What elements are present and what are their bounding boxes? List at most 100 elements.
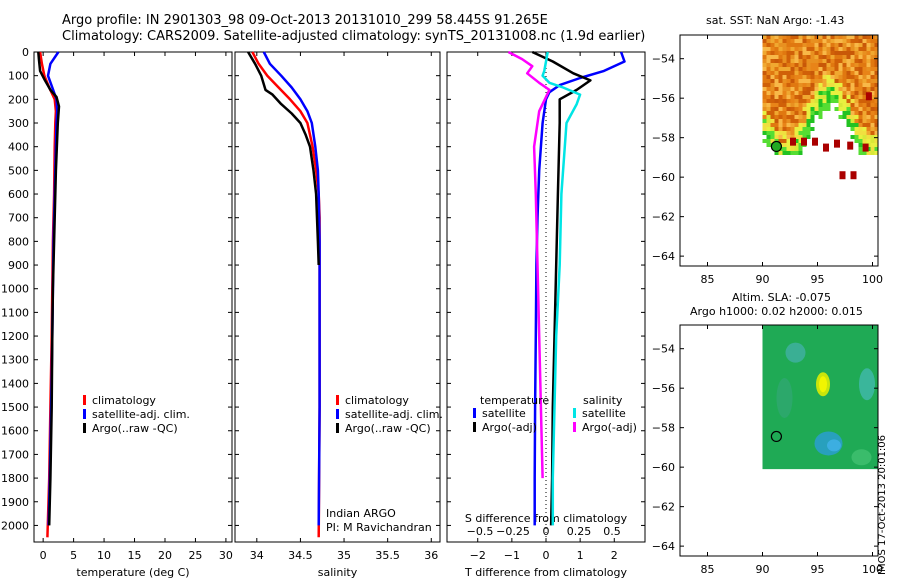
sst-cell: [766, 59, 771, 63]
sst-cell: [874, 123, 879, 127]
sst-cell: [850, 75, 855, 79]
sst-cell: [870, 51, 875, 55]
sst-cell: [802, 111, 807, 115]
sst-cell: [774, 39, 779, 43]
sst-cell: [846, 115, 851, 119]
sst-cell: [858, 147, 863, 151]
y-tick-label: 1200: [1, 330, 29, 343]
sst-cell: [806, 91, 811, 95]
sst-cell: [818, 111, 823, 115]
sst-cell: [826, 107, 831, 111]
sst-cell: [801, 137, 807, 146]
top-x-tick-label: −0.5: [467, 525, 494, 538]
sst-cell: [786, 139, 791, 143]
sst-cell: [866, 99, 871, 103]
sst-cell: [770, 75, 775, 79]
sst-cell: [826, 43, 831, 47]
top-x-tick-label: −0.25: [496, 525, 530, 538]
sst-cell: [774, 71, 779, 75]
legend-swatch: [83, 409, 86, 419]
sst-cell: [774, 67, 779, 71]
sst-cell: [810, 107, 815, 111]
sst-cell: [778, 139, 783, 143]
sst-cell: [782, 143, 787, 147]
sst-cell: [858, 79, 863, 83]
sst-cell: [862, 91, 867, 95]
sst-cell: [822, 47, 827, 51]
sst-cell: [842, 83, 847, 87]
sst-cell: [806, 107, 811, 111]
sst-cell: [798, 39, 803, 43]
sst-cell: [766, 107, 771, 111]
sst-cell: [794, 143, 799, 147]
sst-cell: [862, 59, 867, 63]
sst-cell: [847, 141, 854, 150]
salinity-axes-box: [234, 51, 441, 543]
sst-cell: [854, 115, 859, 119]
figure-title-line2: Climatology: CARS2009. Satellite-adjuste…: [62, 29, 646, 44]
sst-cell: [810, 47, 815, 51]
sst-cell: [798, 123, 803, 127]
sst-cell: [854, 139, 859, 143]
sst-cell: [786, 79, 791, 83]
sst-cell: [862, 43, 867, 47]
sst-cell: [874, 39, 879, 43]
sst-cell: [778, 135, 783, 139]
sst-cell: [842, 111, 847, 115]
sst-cell: [850, 171, 857, 180]
sst-cell: [846, 79, 851, 83]
x-tick-label: 0: [543, 549, 550, 562]
sst-cell: [798, 135, 803, 139]
sst-cell: [766, 111, 771, 115]
y-tick-label: −62: [652, 501, 675, 514]
sst-cell: [774, 87, 779, 91]
sst-cell: [778, 95, 783, 99]
sst-cell: [850, 83, 855, 87]
sst-cell: [778, 71, 783, 75]
sst-cell: [782, 131, 787, 135]
sst-cell: [850, 43, 855, 47]
sst-cell: [818, 51, 823, 55]
sst-cell: [818, 115, 823, 119]
y-tick-label: −54: [652, 343, 675, 356]
sst-cell: [826, 71, 831, 75]
sst-cell: [846, 87, 851, 91]
sst-cell: [862, 131, 867, 135]
sst-cell: [770, 103, 775, 107]
sst-cell: [806, 43, 811, 47]
y-tick-label: 700: [8, 212, 29, 225]
sst-cell: [822, 83, 827, 87]
sst-cell: [874, 95, 879, 99]
y-tick-label: 0: [22, 46, 29, 59]
sst-cell: [858, 63, 863, 67]
sst-cell: [854, 107, 859, 111]
sst-cell: [802, 123, 807, 127]
sst-cell: [794, 51, 799, 55]
sst-cell: [862, 99, 867, 103]
sst-cell: [778, 91, 783, 95]
sst-cell: [870, 75, 875, 79]
sst-cell: [862, 115, 867, 119]
sst-cell: [770, 59, 775, 63]
sst-cell: [762, 43, 767, 47]
sst-cell: [806, 39, 811, 43]
sst-cell: [806, 111, 811, 115]
sst-cell: [862, 107, 867, 111]
sst-cell: [790, 59, 795, 63]
sst-cell: [822, 35, 827, 39]
sst-cell: [786, 99, 791, 103]
sst-cell: [838, 63, 843, 67]
sst-cell: [814, 107, 819, 111]
sst-cell: [786, 83, 791, 87]
x-tick-label: 90: [756, 563, 770, 576]
sst-cell: [865, 92, 872, 101]
sst-cell: [874, 115, 879, 119]
sst-cell: [806, 83, 811, 87]
sst-cell: [870, 139, 875, 143]
sst-cell: [786, 67, 791, 71]
sst-cell: [794, 131, 799, 135]
sst-cell: [846, 51, 851, 55]
sst-cell: [794, 115, 799, 119]
sst-cell: [770, 127, 775, 131]
sst-cell: [786, 75, 791, 79]
